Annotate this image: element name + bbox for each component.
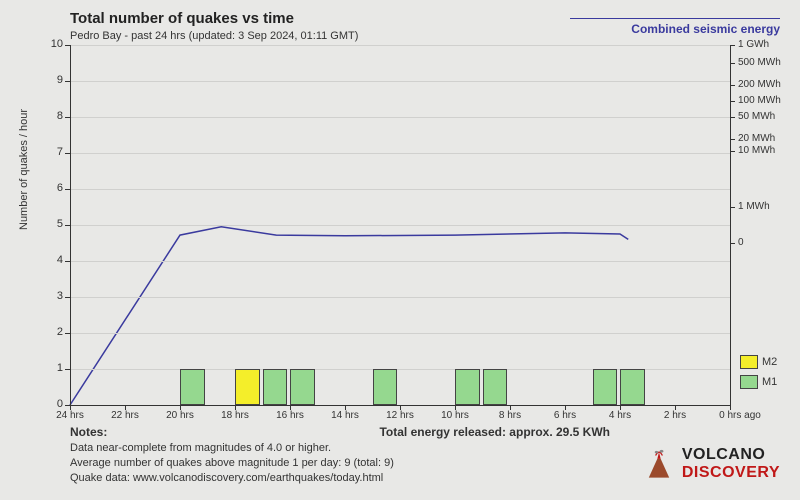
x-tick-label: 10 hrs xyxy=(435,410,475,421)
legend-label: M2 xyxy=(762,356,777,368)
y2-axis xyxy=(730,45,731,405)
y-tick-label: 3 xyxy=(38,290,63,302)
y2-tick-label: 20 MWh xyxy=(738,133,798,144)
y-axis xyxy=(70,45,71,405)
y-tick-label: 8 xyxy=(38,110,63,122)
y-tick-label: 7 xyxy=(38,146,63,158)
y-tick-label: 0 xyxy=(38,398,63,410)
y-tick-label: 6 xyxy=(38,182,63,194)
x-tick xyxy=(730,405,731,410)
logo-text-discovery: DISCOVERY xyxy=(682,464,780,482)
logo: VOLCANO DISCOVERY xyxy=(642,446,780,482)
grid-line xyxy=(70,333,730,334)
x-tick-label: 12 hrs xyxy=(380,410,420,421)
y2-tick-label: 1 GWh xyxy=(738,39,798,50)
quake-bar xyxy=(455,369,480,405)
x-tick-label: 6 hrs xyxy=(545,410,585,421)
quake-bar xyxy=(593,369,618,405)
energy-line xyxy=(70,227,628,405)
grid-line xyxy=(70,261,730,262)
y-tick-label: 9 xyxy=(38,74,63,86)
quake-bar xyxy=(373,369,398,405)
grid-line xyxy=(70,225,730,226)
quake-bar xyxy=(290,369,315,405)
y2-tick-label: 0 xyxy=(738,237,798,248)
notes-line-3: Quake data: www.volcanodiscovery.com/ear… xyxy=(70,472,383,484)
quake-bar xyxy=(263,369,288,405)
x-tick-label: 20 hrs xyxy=(160,410,200,421)
quake-bar xyxy=(180,369,205,405)
quake-bar xyxy=(235,369,260,405)
chart-container: Total number of quakes vs time Pedro Bay… xyxy=(0,0,800,500)
grid-line xyxy=(70,153,730,154)
energy-legend-label: Combined seismic energy xyxy=(631,22,780,36)
legend-swatch xyxy=(740,355,758,369)
y-tick-label: 4 xyxy=(38,254,63,266)
grid-line xyxy=(70,45,730,46)
x-tick-label: 22 hrs xyxy=(105,410,145,421)
quake-bar xyxy=(483,369,508,405)
y-axis-label: Number of quakes / hour xyxy=(18,109,30,230)
legend-label: M1 xyxy=(762,376,777,388)
energy-legend-line xyxy=(570,18,780,19)
grid-line xyxy=(70,81,730,82)
y-tick-label: 5 xyxy=(38,218,63,230)
y-tick-label: 2 xyxy=(38,326,63,338)
x-tick-label: 18 hrs xyxy=(215,410,255,421)
x-tick-label: 4 hrs xyxy=(600,410,640,421)
x-tick-label: 16 hrs xyxy=(270,410,310,421)
chart-subtitle: Pedro Bay - past 24 hrs (updated: 3 Sep … xyxy=(70,30,358,42)
total-energy-text: Total energy released: approx. 29.5 KWh xyxy=(379,425,610,439)
notes-line-1: Data near-complete from magnitudes of 4.… xyxy=(70,442,331,454)
grid-line xyxy=(70,117,730,118)
y2-tick-label: 100 MWh xyxy=(738,95,798,106)
x-tick-label: 8 hrs xyxy=(490,410,530,421)
chart-title: Total number of quakes vs time xyxy=(70,10,294,27)
y2-tick-label: 10 MWh xyxy=(738,145,798,156)
grid-line xyxy=(70,297,730,298)
legend-swatch xyxy=(740,375,758,389)
quake-bar xyxy=(620,369,645,405)
plot-area: 0123456789101 GWh500 MWh200 MWh100 MWh50… xyxy=(70,45,730,405)
x-tick-label: 0 hrs ago xyxy=(710,410,770,421)
y2-tick-label: 1 MWh xyxy=(738,201,798,212)
volcano-icon xyxy=(642,447,676,481)
notes-heading: Notes: xyxy=(70,425,107,439)
x-axis xyxy=(70,405,730,406)
notes-line-2: Average number of quakes above magnitude… xyxy=(70,457,394,469)
logo-text: VOLCANO DISCOVERY xyxy=(682,446,780,482)
y-tick-label: 10 xyxy=(38,38,63,50)
x-tick-label: 14 hrs xyxy=(325,410,365,421)
x-tick-label: 2 hrs xyxy=(655,410,695,421)
grid-line xyxy=(70,189,730,190)
x-tick-label: 24 hrs xyxy=(50,410,90,421)
y2-tick-label: 50 MWh xyxy=(738,111,798,122)
y-tick-label: 1 xyxy=(38,362,63,374)
logo-text-volcano: VOLCANO xyxy=(682,446,780,464)
y2-tick-label: 500 MWh xyxy=(738,57,798,68)
y2-tick-label: 200 MWh xyxy=(738,79,798,90)
